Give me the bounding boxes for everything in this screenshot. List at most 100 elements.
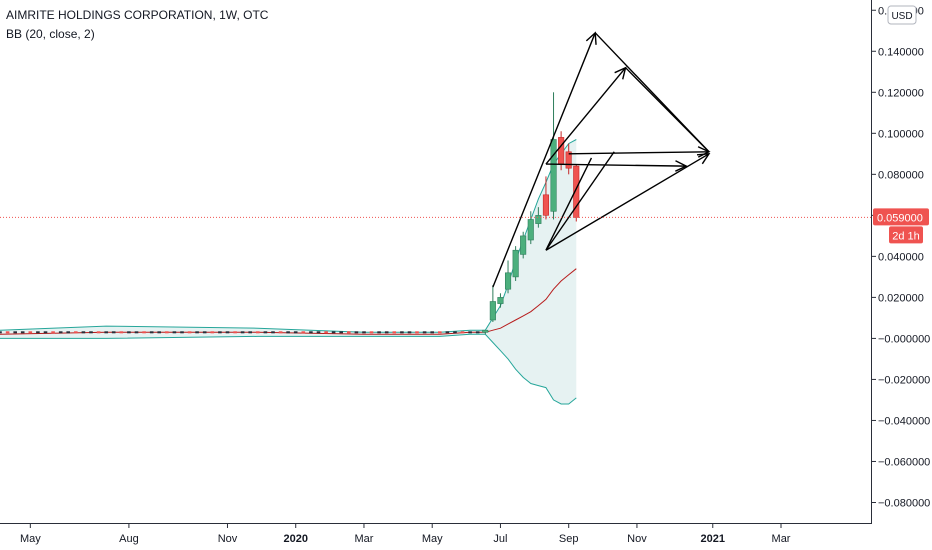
trend-arrow — [568, 151, 709, 155]
arrow-head — [696, 153, 711, 165]
trend-arrow — [545, 67, 627, 165]
candle — [512, 246, 519, 281]
candle — [497, 293, 504, 308]
flat-candle — [218, 331, 222, 334]
flat-candle — [278, 331, 283, 334]
flat-candle — [286, 331, 290, 334]
trend-line — [545, 157, 593, 251]
price-tick-label: 0.020000 — [878, 292, 924, 304]
price-tick-label: 0.120000 — [878, 87, 924, 99]
flat-candle — [119, 331, 124, 334]
candle-body-down — [542, 194, 550, 216]
bb-fill — [0, 139, 577, 404]
flat-candle — [438, 331, 442, 334]
flat-candle — [58, 331, 63, 334]
flat-candle — [422, 331, 427, 334]
arrow-head — [675, 160, 688, 172]
flat-candle — [172, 331, 177, 334]
candle-body-up — [535, 215, 542, 224]
price-tick-label: −0.040000 — [878, 415, 930, 427]
candles — [482, 92, 580, 335]
price-tick-label: −0.080000 — [878, 497, 930, 509]
candle — [482, 329, 489, 335]
flat-candle — [430, 331, 434, 334]
price-tick-label: −0.060000 — [878, 456, 930, 468]
candle — [504, 260, 512, 294]
flat-candle — [362, 331, 366, 334]
candle-body-up — [512, 249, 519, 278]
candle-body-up — [520, 235, 527, 255]
flat-candle — [384, 331, 389, 334]
candle — [489, 285, 496, 323]
flat-candle — [316, 331, 321, 334]
candle-body-down — [558, 137, 565, 165]
candle-body-up — [527, 219, 534, 241]
flat-candle — [453, 331, 457, 334]
flat-candle — [51, 331, 55, 334]
time-tick-label: Aug — [119, 533, 139, 545]
candle — [520, 231, 527, 259]
flat-candle — [210, 331, 215, 334]
trend-arrow — [545, 163, 687, 167]
candle — [527, 211, 534, 245]
flat-candle — [392, 331, 397, 334]
candle — [535, 207, 542, 228]
candle-body-up — [504, 272, 512, 290]
bb-basis-line — [0, 268, 577, 335]
candle-body-down — [565, 151, 572, 169]
flat-candle — [400, 331, 404, 334]
bb-lower-line — [0, 333, 577, 405]
countdown-badge-bg — [889, 226, 923, 244]
price-tick-label: 0.040000 — [878, 251, 924, 263]
flat-price-history — [0, 331, 480, 334]
time-tick-label: Sep — [559, 533, 579, 545]
flat-candle — [331, 331, 336, 334]
flat-candle — [445, 331, 450, 334]
flat-candle — [233, 331, 237, 334]
symbol-title: AIMRITE HOLDINGS CORPORATION, 1W, OTC — [6, 8, 269, 22]
trend-line — [625, 67, 710, 153]
flat-candle — [165, 331, 169, 334]
currency-button[interactable]: USD — [887, 5, 917, 25]
time-axis[interactable]: May Aug Nov 2020 Mar May Jul Sep Nov 2021 Mar — [20, 524, 791, 545]
flat-candle — [354, 331, 359, 334]
time-tick-label: Jul — [493, 533, 507, 545]
flat-candle — [225, 331, 230, 334]
time-tick-label: May — [20, 533, 41, 545]
flat-candle — [369, 331, 374, 334]
time-tick-label: 2021 — [701, 533, 725, 545]
candle — [542, 176, 550, 220]
chart-legend: AIMRITE HOLDINGS CORPORATION, 1W, OTC BB… — [6, 6, 268, 44]
time-tick-label: Nov — [218, 533, 238, 545]
flat-candle — [89, 331, 93, 334]
flat-candle — [134, 331, 139, 334]
flat-candle — [96, 331, 101, 334]
trend-drawings[interactable] — [492, 31, 711, 288]
price-tick-label: −0.020000 — [878, 374, 930, 386]
time-tick-label: Mar — [354, 533, 373, 545]
price-tick-label: 0.100000 — [878, 128, 924, 140]
flat-candle — [377, 331, 381, 334]
candle-body-up — [489, 301, 496, 321]
trend-arrow — [545, 153, 710, 251]
flat-candle — [43, 331, 48, 334]
flat-candle — [157, 331, 161, 334]
currency-button-frame — [887, 5, 917, 25]
flat-candle — [240, 331, 245, 334]
currency-label: USD — [891, 11, 912, 22]
flat-candle — [202, 331, 207, 334]
flat-candle — [301, 331, 306, 334]
flat-candle — [66, 331, 70, 334]
flat-candle — [142, 331, 146, 334]
price-tick-label: 0.080000 — [878, 169, 924, 181]
arrow-head — [697, 146, 711, 158]
flat-candle — [0, 331, 2, 334]
flat-candle — [460, 331, 465, 334]
flat-candle — [293, 331, 298, 334]
flat-candle — [339, 331, 343, 334]
time-tick-label: Nov — [627, 533, 647, 545]
time-tick-label: May — [422, 533, 443, 545]
candle-body-up — [497, 297, 504, 304]
candle — [565, 143, 572, 175]
